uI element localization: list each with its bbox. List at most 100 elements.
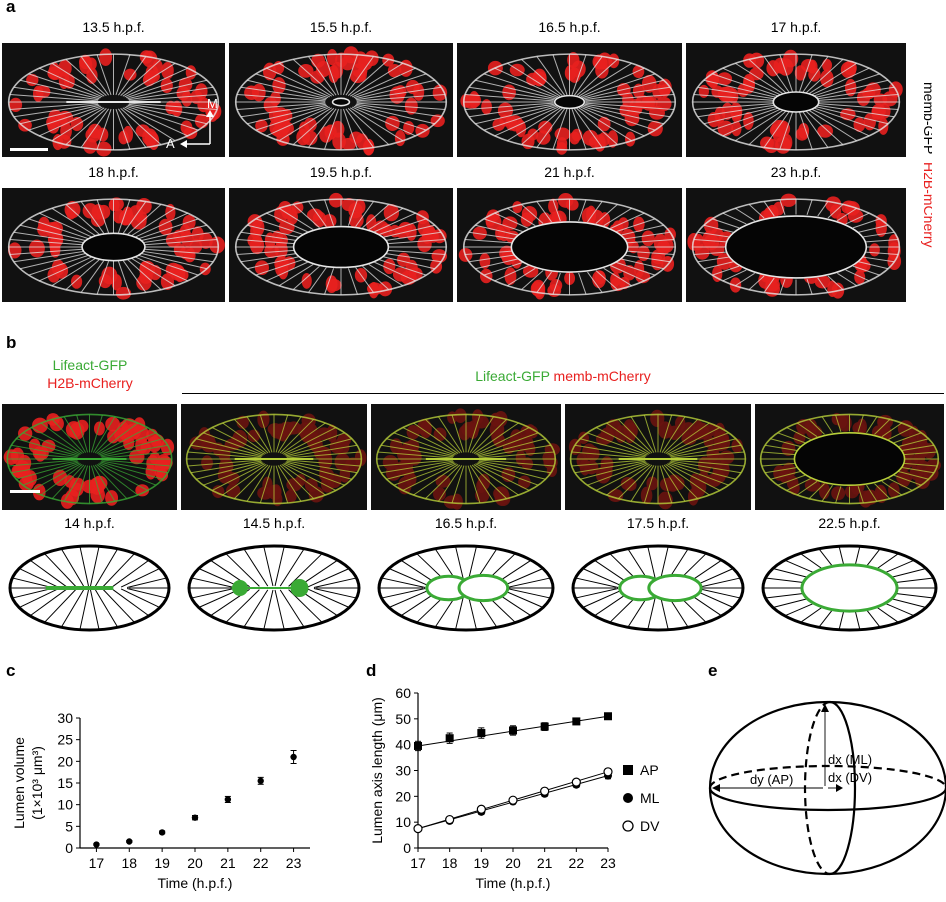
- cell-boundary: [784, 602, 815, 617]
- membrane-line: [16, 461, 79, 480]
- membrane-line: [808, 418, 825, 435]
- membrane-line: [286, 459, 361, 467]
- membrane-line: [465, 102, 554, 110]
- nucleus: [731, 120, 742, 137]
- membrane-line: [80, 108, 110, 148]
- side-label-memb-gfp: memb-GFP: [921, 82, 932, 154]
- cell-boundary: [895, 577, 934, 583]
- membrane-line: [122, 260, 147, 293]
- membrane-line: [693, 239, 727, 243]
- membrane-line: [465, 250, 513, 255]
- cell-boundary: [263, 589, 274, 630]
- membrane-line: [266, 106, 331, 137]
- micrograph-a: [457, 188, 682, 302]
- timepoint-label-b: 17.5 h.p.f.: [626, 515, 690, 531]
- cell-boundary: [381, 577, 426, 589]
- membrane-line: [835, 486, 842, 504]
- nucleus: [340, 137, 357, 151]
- cell-boundary: [876, 606, 899, 623]
- nucleus: [862, 489, 879, 505]
- membrane-line: [467, 414, 481, 453]
- membrane-line: [292, 265, 320, 291]
- membrane-line: [92, 465, 116, 502]
- membrane-line: [94, 464, 128, 500]
- timepoint-label-a: 19.5 h.p.f.: [309, 164, 373, 180]
- membrane-line: [308, 267, 327, 293]
- membrane-line: [347, 199, 358, 226]
- nucleus: [99, 48, 113, 66]
- membrane-line: [811, 67, 870, 96]
- left-title-lifeact: Lifeact-GFP: [52, 357, 128, 373]
- membrane-line: [255, 105, 329, 131]
- panel-b-group-title: Lifeact-GFP memb-mCherry: [182, 368, 944, 384]
- membrane-line: [478, 444, 552, 458]
- nucleus: [334, 453, 351, 471]
- membrane-line: [578, 107, 632, 142]
- membrane-line: [578, 199, 587, 222]
- panel-b-label: b: [6, 333, 17, 352]
- membrane-line: [324, 199, 335, 226]
- nucleus: [326, 424, 338, 443]
- membrane-line: [425, 418, 461, 454]
- cell-boundary: [854, 546, 861, 566]
- nucleus: [356, 67, 367, 82]
- membrane-line: [240, 103, 327, 118]
- cell-boundary: [765, 577, 804, 583]
- membrane-line: [141, 224, 207, 241]
- cell-boundary: [800, 553, 823, 570]
- membrane-line: [578, 62, 632, 97]
- membrane-line: [703, 79, 776, 98]
- membrane-line: [374, 261, 416, 282]
- timepoint-label-a: 15.5 h.p.f.: [309, 19, 373, 35]
- nucleus: [838, 414, 852, 432]
- membrane-line: [28, 105, 101, 131]
- membrane-line: [97, 427, 148, 455]
- nucleus: [348, 211, 364, 229]
- y-tick-label: 15: [57, 775, 73, 791]
- membrane-line: [324, 108, 340, 150]
- legend-marker: [623, 793, 633, 803]
- cell-boundary: [43, 553, 77, 587]
- y-tick-label: 20: [395, 788, 411, 804]
- membrane-line: [669, 461, 737, 480]
- panel-e-label: e: [708, 661, 718, 680]
- membrane-line: [144, 248, 218, 255]
- membrane-line: [903, 462, 938, 467]
- micrograph-b: [181, 404, 367, 510]
- membrane-line: [65, 203, 100, 235]
- membrane-line: [380, 444, 454, 458]
- membrane-line: [693, 103, 774, 110]
- membrane-line: [13, 231, 84, 244]
- membrane-line: [13, 103, 99, 118]
- nucleus: [108, 198, 120, 212]
- membrane-line: [610, 212, 645, 229]
- membrane-line: [659, 465, 673, 504]
- tissue-outline: [185, 413, 363, 505]
- membrane-line: [624, 254, 671, 263]
- micrograph-b: [181, 404, 367, 510]
- membrane-line: [770, 471, 801, 480]
- y-tick-label: 20: [57, 753, 73, 769]
- tissue-outline: [377, 544, 555, 632]
- cell-boundary: [307, 588, 350, 608]
- y-axis-label: Lumen volume: [11, 737, 27, 829]
- tissue-outline: [187, 544, 361, 632]
- nucleus: [694, 243, 710, 260]
- membrane-line: [90, 414, 103, 453]
- nucleus: [454, 408, 467, 423]
- membrane-line: [190, 444, 262, 458]
- membrane-line: [630, 416, 655, 453]
- membrane-line: [473, 422, 519, 455]
- nucleus: [380, 223, 393, 237]
- membrane-line: [236, 239, 295, 245]
- membrane-line: [76, 465, 89, 504]
- y-tick-label: 30: [395, 763, 411, 779]
- membrane-line: [610, 265, 645, 282]
- nucleus: [515, 119, 527, 138]
- membrane-line: [809, 110, 858, 142]
- data-point-AP: [604, 712, 612, 721]
- data-point-AP: [445, 734, 454, 743]
- micrograph-b: [565, 404, 751, 510]
- membrane-line: [284, 462, 345, 486]
- nucleus: [657, 239, 671, 256]
